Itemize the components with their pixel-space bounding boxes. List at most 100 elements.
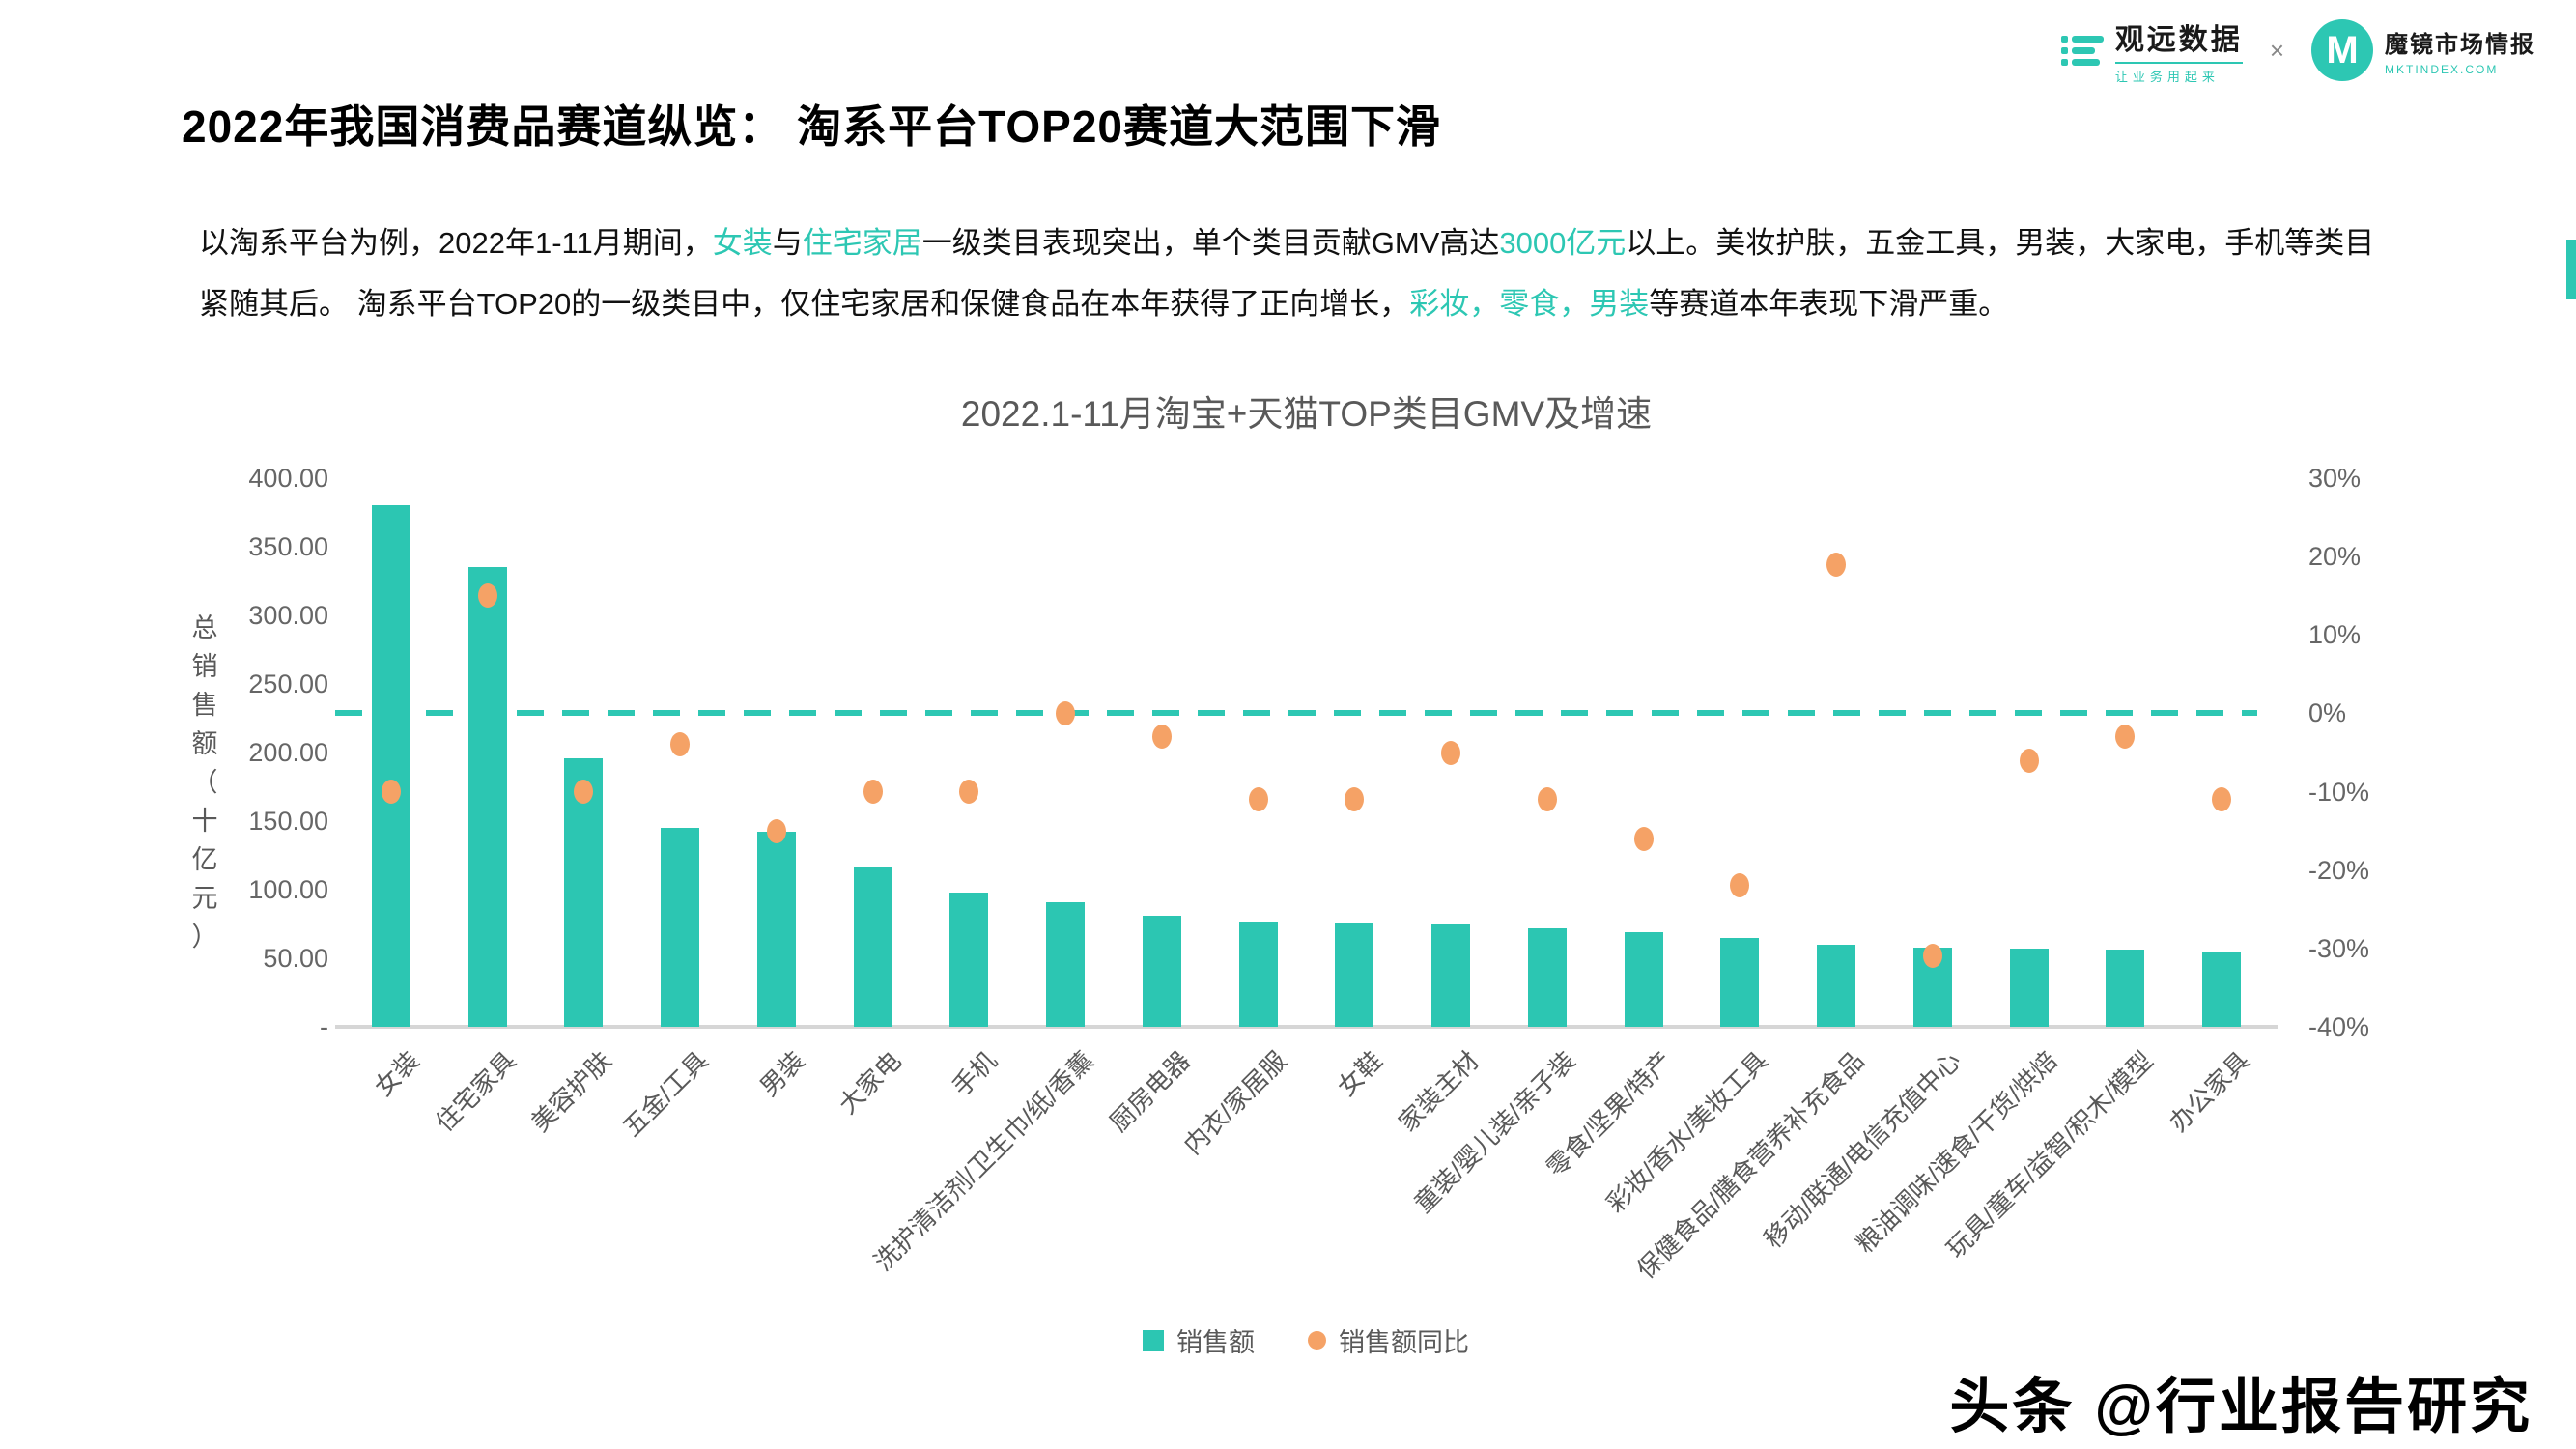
sales-bar-厨房电器 [1142, 915, 1181, 1027]
legend-dot-swatch-icon [1308, 1331, 1326, 1350]
sales-bar-家装主材 [1431, 923, 1471, 1027]
legend-bar-swatch-icon [1143, 1329, 1164, 1351]
sales-bar-童装/婴儿装/亲子装 [1527, 927, 1567, 1027]
yoy-dot-洗护清洁剂/卫生巾/纸/香薰 [1056, 700, 1076, 725]
intro-highlight: 3000亿元 [1499, 226, 1627, 260]
logo-separator: × [2269, 35, 2284, 65]
x-axis-label: 内衣/家居服 [1177, 1045, 1292, 1160]
legend-label: 销售额 [1176, 1328, 1255, 1357]
sales-bar-粮油调味/速食/干货/烘焙 [2009, 949, 2049, 1027]
intro-highlight: 住宅家居 [802, 226, 922, 260]
right-axis-tick: -10% [2308, 777, 2370, 807]
yoy-dot-住宅家具 [477, 583, 497, 609]
sales-bar-玩具/童车/益智/积木/模型 [2106, 950, 2145, 1027]
brand-bar: 观远数据 让业务用起来 × M 魔镜市场情报 MKTINDEX.COM [2060, 15, 2535, 85]
legend-item-销售额: 销售额 [1143, 1321, 1255, 1359]
mojing-m-icon: M [2311, 19, 2373, 81]
chart-legend: 销售额 销售额同比 [1143, 1321, 1469, 1359]
zero-growth-dashed-line [335, 710, 2257, 717]
right-axis-tick: -40% [2308, 1012, 2370, 1041]
yoy-dot-办公家具 [2212, 787, 2232, 812]
left-axis-tick: - [320, 1012, 328, 1041]
yoy-dot-移动/联通/电信充值中心 [1922, 944, 1942, 969]
x-axis-label: 童装/婴儿装/亲子装 [1408, 1045, 1581, 1219]
watermark: 头条 @行业报告研究 [1949, 1374, 2533, 1440]
mojing-logo: M 魔镜市场情报 MKTINDEX.COM [2311, 19, 2535, 81]
x-axis-label: 五金/工具 [617, 1045, 714, 1143]
sales-bar-大家电 [853, 866, 892, 1027]
yoy-dot-男装 [766, 818, 786, 843]
sales-bar-内衣/家居服 [1238, 921, 1278, 1027]
left-axis-tick: 250.00 [248, 669, 328, 698]
sales-bar-女装 [371, 505, 410, 1027]
right-axis-tick: -30% [2308, 933, 2370, 963]
yoy-dot-粮油调味/速食/干货/烘焙 [2019, 748, 2039, 773]
left-axis-tick: 300.00 [248, 601, 328, 630]
intro-highlight: 彩妆，零食，男装 [1409, 287, 1650, 321]
intro-highlight: 女装 [712, 226, 773, 260]
intro-text: 与 [772, 226, 803, 260]
yoy-dot-保健食品/膳食营养补充食品 [1826, 552, 1847, 577]
x-axis-line [335, 1025, 2278, 1029]
sales-bar-五金/工具 [661, 828, 700, 1027]
mojing-domain: MKTINDEX.COM [2385, 62, 2499, 76]
edge-accent-bar [2566, 240, 2576, 299]
chart-title: 2022.1-11月淘宝+天猫TOP类目GMV及增速 [960, 394, 1653, 434]
yoy-dot-玩具/童车/益智/积木/模型 [2115, 724, 2136, 750]
intro-text: 以淘系平台为例，2022年1-11月期间， [199, 226, 713, 260]
intro-text: 以上。美妆护肤，五金工具，男装，大家电，手机等类目紧随其后。 淘系平台TOP20… [199, 226, 2375, 321]
x-axis-label: 美容护肤 [525, 1045, 618, 1138]
x-axis-label: 女鞋 [1332, 1045, 1389, 1102]
yoy-dot-厨房电器 [1151, 724, 1172, 750]
left-axis-tick: 400.00 [248, 464, 328, 493]
sales-bar-男装 [756, 832, 796, 1027]
x-axis-label: 住宅家具 [429, 1045, 522, 1138]
yoy-dot-童装/婴儿装/亲子装 [1537, 787, 1557, 812]
x-axis-label: 大家电 [832, 1045, 907, 1120]
guanyuan-logo: 观远数据 让业务用起来 [2060, 15, 2243, 85]
right-axis-tick: -20% [2308, 855, 2370, 885]
intro-text: 等赛道本年表现下滑严重。 [1649, 287, 2009, 321]
yoy-dot-女装 [381, 780, 401, 805]
left-axis-tick: 150.00 [248, 807, 328, 836]
guanyuan-tagline: 让业务用起来 [2114, 62, 2243, 85]
sales-bar-手机 [949, 892, 989, 1027]
intro-text: 一级类目表现突出，单个类目贡献GMV高达 [921, 226, 1500, 260]
legend-label: 销售额同比 [1339, 1328, 1469, 1357]
sales-bar-洗护清洁剂/卫生巾/纸/香薰 [1046, 901, 1086, 1027]
mojing-name: 魔镜市场情报 [2385, 31, 2535, 58]
intro-paragraph: 以淘系平台为例，2022年1-11月期间，女装与住宅家居一级类目表现突出，单个类… [199, 213, 2392, 334]
sales-bar-彩妆/香水/美妆工具 [1720, 937, 1760, 1027]
guanyuan-name: 观远数据 [2114, 24, 2243, 56]
right-axis-tick: 0% [2308, 698, 2347, 728]
x-axis-label: 女装 [368, 1045, 425, 1102]
x-axis-label: 男装 [753, 1045, 810, 1102]
sales-bar-办公家具 [2202, 952, 2242, 1027]
yoy-dot-五金/工具 [670, 732, 691, 757]
left-axis-tick: 100.00 [248, 875, 328, 904]
yoy-dot-零食/坚果/特产 [1633, 826, 1654, 851]
left-axis-tick: 50.00 [263, 944, 328, 973]
yoy-dot-大家电 [863, 780, 883, 805]
plot-area [335, 478, 2278, 1029]
x-axis-label: 彩妆/香水/美妆工具 [1600, 1045, 1774, 1219]
sales-bar-保健食品/膳食营养补充食品 [1817, 944, 1856, 1027]
page-title: 2022年我国消费品赛道纵览： 淘系平台TOP20赛道大范围下滑 [182, 101, 1442, 152]
yoy-dot-美容护肤 [574, 780, 594, 805]
x-axis-label: 家装主材 [1393, 1045, 1485, 1138]
right-axis-tick: 20% [2308, 542, 2362, 572]
sales-bar-零食/坚果/特产 [1624, 932, 1663, 1027]
x-axis-label: 厨房电器 [1103, 1045, 1196, 1138]
right-axis-tick: 10% [2308, 620, 2362, 650]
left-axis-tick: 200.00 [248, 738, 328, 767]
guanyuan-bars-icon [2060, 35, 2104, 66]
yoy-dot-内衣/家居服 [1248, 787, 1268, 812]
x-axis-label: 办公家具 [2164, 1045, 2255, 1138]
legend-item-销售额同比: 销售额同比 [1308, 1321, 1469, 1359]
left-axis-tick: 350.00 [248, 532, 328, 561]
x-axis-label: 手机 [947, 1045, 1004, 1102]
yoy-dot-女鞋 [1345, 787, 1365, 812]
yoy-dot-手机 [959, 780, 979, 805]
sales-bar-女鞋 [1335, 923, 1374, 1027]
